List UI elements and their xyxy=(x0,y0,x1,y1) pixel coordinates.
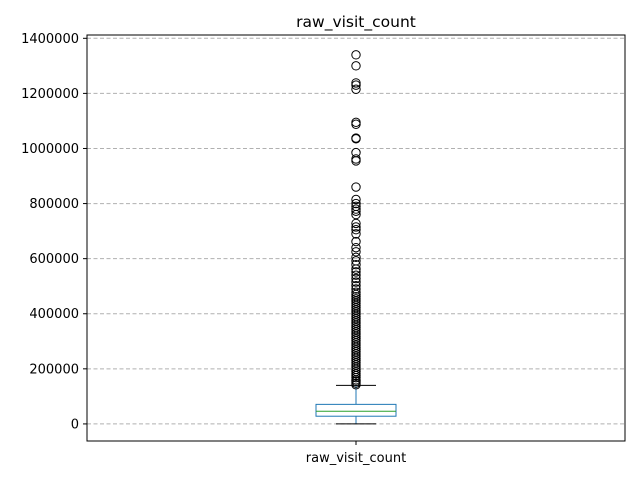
y-tick-label: 800000 xyxy=(29,197,79,212)
plot-frame xyxy=(86,34,626,442)
outlier-point xyxy=(351,156,361,166)
outlier-point xyxy=(351,194,361,205)
outlier-point xyxy=(351,133,361,143)
box-group xyxy=(315,384,397,425)
outlier-point xyxy=(351,201,361,212)
y-tick-label: 600000 xyxy=(29,252,79,267)
outlier-point xyxy=(351,260,361,270)
outlier-point xyxy=(351,284,361,294)
outlier-point xyxy=(351,294,361,304)
outlier-point xyxy=(351,252,361,262)
y-axis: 0 200000 400000 600000 800000 1000000 1200000 1… xyxy=(21,32,87,432)
y-tick-label: 200000 xyxy=(29,362,79,377)
outlier-point xyxy=(351,50,361,60)
outlier-point xyxy=(351,222,361,232)
x-tick-label: raw_visit_count xyxy=(306,451,406,466)
outlier-point xyxy=(351,229,361,239)
y-tick-label: 1400000 xyxy=(21,32,79,47)
outlier-point xyxy=(351,204,361,214)
outlier-point xyxy=(351,80,361,90)
outlier-point xyxy=(351,256,361,266)
outlier-point xyxy=(351,280,361,291)
outlier-point xyxy=(351,277,361,287)
outlier-point xyxy=(351,247,361,257)
outlier-point xyxy=(351,84,361,94)
outlier-point xyxy=(351,291,361,302)
outlier-point xyxy=(351,287,361,297)
y-tick-label: 400000 xyxy=(29,307,79,322)
outlier-points xyxy=(351,50,361,390)
outlier-point xyxy=(351,78,361,88)
outlier-point xyxy=(351,117,361,128)
outlier-point xyxy=(351,236,361,247)
outlier-point xyxy=(351,206,361,216)
outlier-point xyxy=(351,61,361,71)
outlier-point xyxy=(351,273,361,284)
x-axis: raw_visit_count xyxy=(306,441,406,466)
outlier-point xyxy=(351,270,361,280)
outlier-point xyxy=(351,198,361,209)
outlier-point xyxy=(351,119,361,129)
y-tick-label: 1200000 xyxy=(21,87,79,102)
chart-title: raw_visit_count xyxy=(296,13,416,32)
outlier-point xyxy=(351,242,361,253)
y-tick-label: 0 xyxy=(71,417,79,432)
outlier-point xyxy=(351,225,361,235)
outlier-point xyxy=(351,147,361,158)
outlier-point xyxy=(351,182,361,192)
outlier-point xyxy=(351,154,361,164)
iqr-box xyxy=(315,403,397,417)
y-tick-label: 1000000 xyxy=(21,142,79,157)
outlier-point xyxy=(351,267,361,277)
